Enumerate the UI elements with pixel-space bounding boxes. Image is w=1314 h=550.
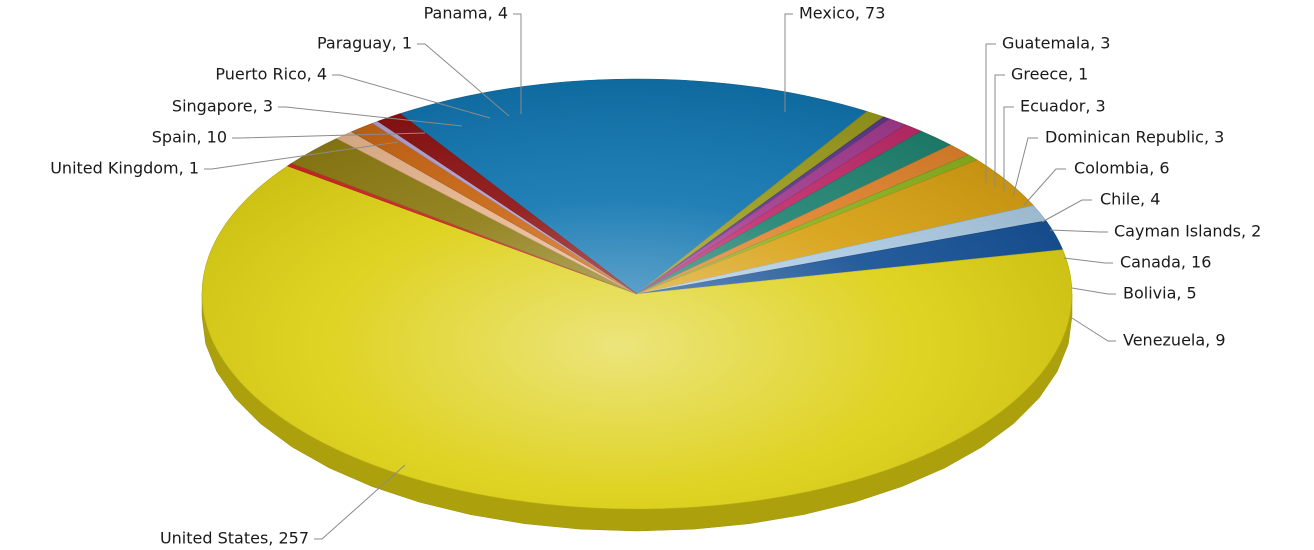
slice-label: Mexico, 73 [799,4,885,23]
leader-line [332,74,491,119]
leader-line [513,13,522,114]
slice-label: Colombia, 6 [1074,159,1170,178]
slice-label: Dominican Republic, 3 [1045,128,1224,147]
leader-line [1003,106,1014,192]
slice-label: Cayman Islands, 2 [1114,222,1261,241]
slice-label: Panama, 4 [424,4,508,23]
slice-label: Canada, 16 [1120,253,1211,272]
leader-line [1012,137,1038,198]
slice-label: Guatemala, 3 [1002,34,1110,53]
leader-line [784,13,793,112]
leader-line [1063,257,1113,264]
slice-label: Chile, 4 [1100,190,1160,209]
pie-labels: Mexico, 73 Guatemala, 3 Greece, 1 Ecuador, … [50,4,1261,548]
slice-label: Greece, 1 [1011,65,1088,84]
slice-label: Venezuela, 9 [1123,331,1226,350]
slice-label: Bolivia, 5 [1123,284,1197,303]
leader-line [985,43,996,183]
leader-line [232,132,426,139]
slice-label: Puerto Rico, 4 [215,65,327,84]
slice-label: United Kingdom, 1 [50,159,199,178]
leader-line [314,464,406,540]
slice-label: Ecuador, 3 [1020,97,1106,116]
pie-top-faces [201,78,1073,510]
leader-line [1023,168,1066,206]
leader-line [417,43,510,117]
slice-label: Paraguay, 1 [317,34,412,53]
leader-line [1049,229,1108,233]
leader-line [1071,317,1116,342]
slice-label: United States, 257 [160,529,309,548]
leader-line [1071,287,1116,295]
slice-label: Spain, 10 [152,128,227,147]
leader-line [204,141,399,170]
leader-line [994,74,1005,188]
slice-label: Singapore, 3 [172,97,273,116]
leader-line [278,106,463,127]
leader-line [1041,199,1092,223]
